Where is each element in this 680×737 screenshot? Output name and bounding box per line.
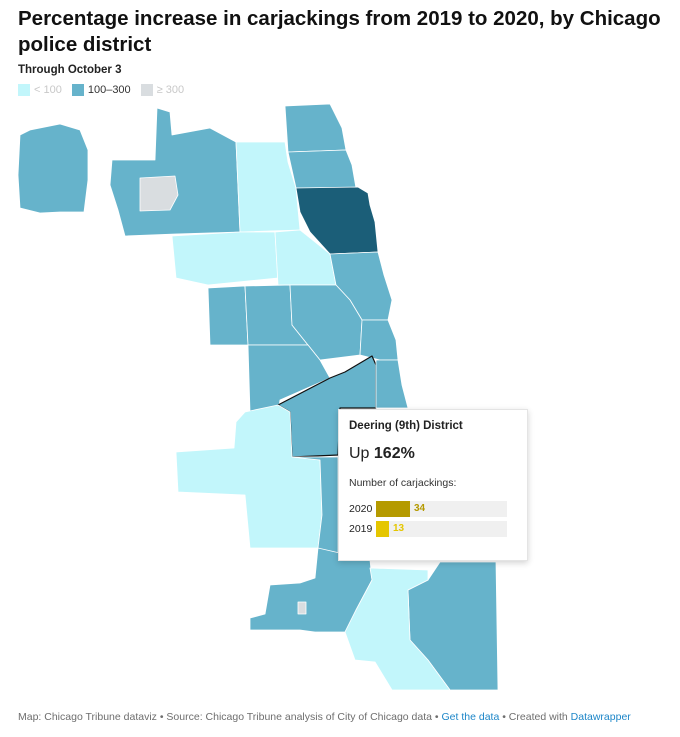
footer-source: Map: Chicago Tribune dataviz • Source: C…: [18, 711, 442, 723]
district-austin[interactable]: [207, 285, 249, 346]
tooltip-bar-value: 34: [414, 502, 426, 514]
legend-item-high[interactable]: ≥ 300: [140, 84, 185, 96]
tooltip-bars-label: Number of carjackings:: [349, 477, 457, 489]
footer-credits: Map: Chicago Tribune dataviz • Source: C…: [18, 711, 631, 723]
district-nw-gap[interactable]: [139, 175, 179, 212]
tooltip-change-value: 162%: [373, 445, 415, 462]
legend-swatch-low: [18, 84, 30, 96]
map-subtitle: Through October 3: [18, 64, 122, 76]
legend-label-low: < 100: [34, 84, 62, 96]
district-grand-central[interactable]: [171, 231, 279, 286]
legend-swatch-high: [140, 84, 153, 96]
tooltip-bar-row-2020: 2020 34: [349, 500, 517, 517]
district-tooltip: Deering (9th) District Up 162% Number of…: [338, 409, 528, 561]
legend-label-high: ≥ 300: [156, 84, 185, 96]
footer-middle: • Created with: [499, 711, 571, 723]
legend: < 100 100–300 ≥ 300: [18, 84, 194, 96]
legend-item-low[interactable]: < 100: [18, 84, 62, 96]
datawrapper-link[interactable]: Datawrapper: [570, 711, 631, 723]
tooltip-bar-row-2019: 2019 13: [349, 520, 517, 537]
legend-swatch-mid: [71, 84, 84, 96]
tooltip-bar-fill: [376, 500, 410, 517]
tooltip-change-prefix: Up: [349, 445, 374, 462]
map-title: Percentage increase in carjackings from …: [18, 7, 661, 56]
district-central[interactable]: [359, 319, 399, 361]
get-the-data-link[interactable]: Get the data: [441, 711, 500, 723]
tooltip-bar-value: 13: [393, 522, 405, 534]
district-town-hall[interactable]: [295, 186, 379, 255]
district-chicago-lawn[interactable]: [175, 404, 323, 549]
tooltip-district-name: Deering (9th) District: [349, 420, 463, 432]
district-rogers-park[interactable]: [284, 103, 347, 153]
district-jefferson-park[interactable]: [109, 107, 241, 237]
district-calumet-light[interactable]: [344, 567, 451, 691]
tooltip-bar-track: 34: [376, 500, 507, 517]
tooltip-bar-track: 13: [376, 520, 507, 537]
legend-label-mid: 100–300: [87, 84, 131, 96]
district-gap-small[interactable]: [297, 601, 307, 615]
tooltip-bar-year: 2020: [349, 502, 373, 515]
tooltip-change: Up 162%: [349, 445, 517, 463]
tooltip-bar-year: 2019: [349, 522, 373, 535]
tooltip-bar-fill: [376, 520, 389, 537]
legend-item-mid[interactable]: 100–300: [71, 84, 131, 96]
district-edgewater[interactable]: [287, 149, 357, 189]
district-ohare[interactable]: [17, 123, 89, 214]
district-wentworth[interactable]: [375, 359, 409, 409]
district-map: [17, 103, 499, 691]
tooltip-bars: 2020 34 2019 13: [349, 500, 517, 537]
